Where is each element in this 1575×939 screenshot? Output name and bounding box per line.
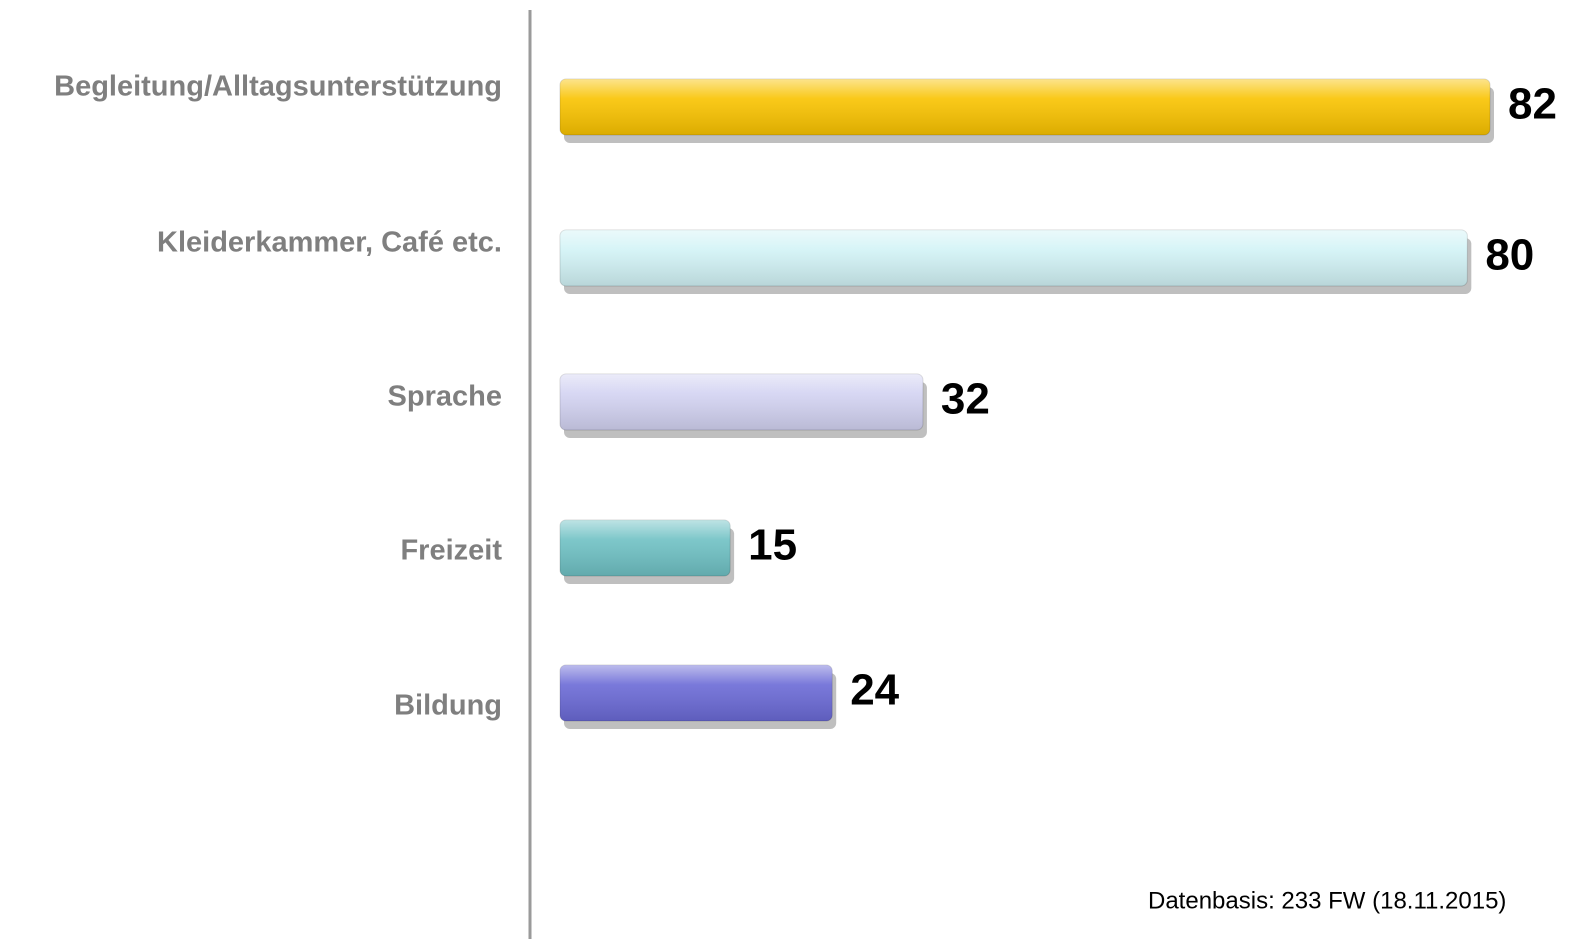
value-label: 24 xyxy=(850,666,899,715)
category-label: Bildung xyxy=(394,690,502,722)
value-label: 82 xyxy=(1508,80,1557,129)
bar-shine xyxy=(560,665,833,721)
bar-shine xyxy=(560,79,1490,135)
category-label: Kleiderkammer, Café etc. xyxy=(157,227,502,259)
category-label: Sprache xyxy=(388,381,502,413)
value-label: 32 xyxy=(941,375,990,424)
bar-shine xyxy=(560,520,731,576)
value-label: 80 xyxy=(1485,231,1534,280)
value-label: 15 xyxy=(748,521,797,570)
bar-shine xyxy=(560,374,923,430)
bar-shine xyxy=(560,230,1468,286)
category-label: Begleitung/Alltagsunterstützung xyxy=(54,71,502,103)
footnote: Datenbasis: 233 FW (18.11.2015) xyxy=(1148,887,1506,914)
category-label: Freizeit xyxy=(400,535,502,567)
